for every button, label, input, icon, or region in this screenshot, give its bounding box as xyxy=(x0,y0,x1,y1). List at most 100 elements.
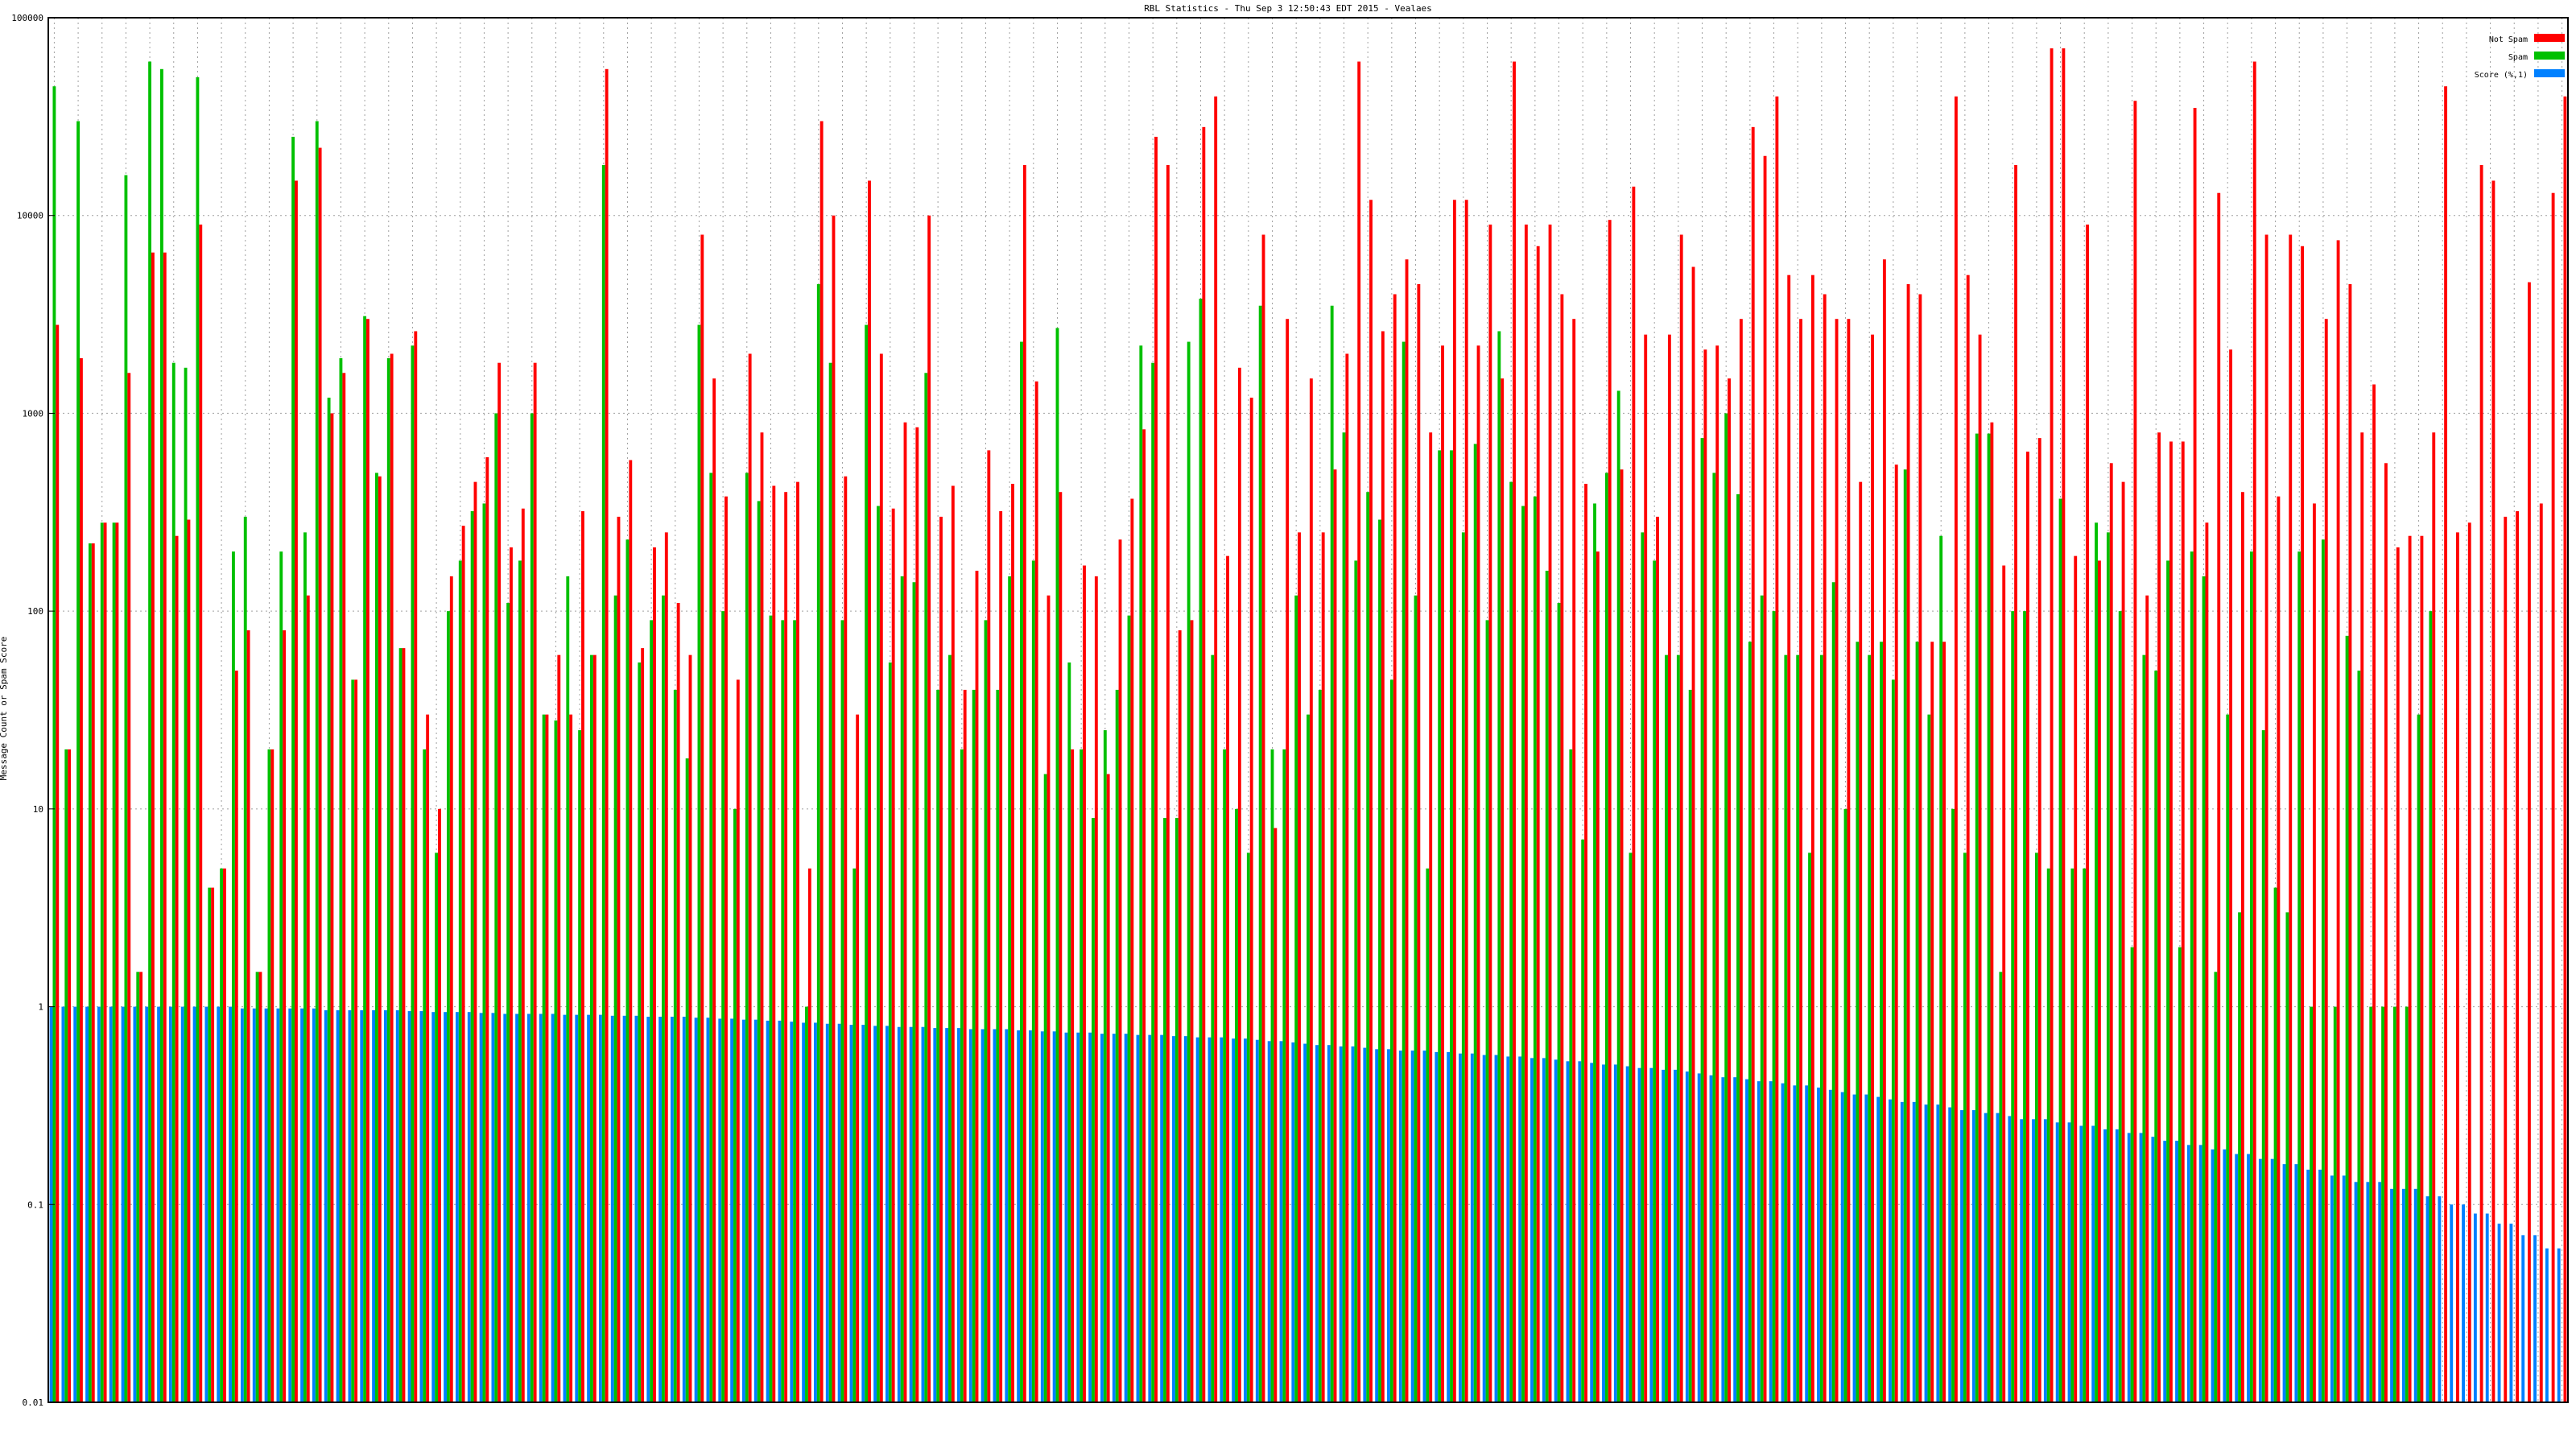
bar-spam xyxy=(1235,808,1238,1402)
bar-score-1 xyxy=(2198,1145,2202,1402)
bar-not-spam xyxy=(2312,503,2316,1403)
bar-spam xyxy=(303,532,307,1403)
bar-not-spam xyxy=(306,595,310,1402)
bar-not-spam xyxy=(2133,101,2137,1402)
bar-not-spam xyxy=(1381,331,1385,1403)
bar-spam xyxy=(1450,450,1453,1402)
bar-score-1 xyxy=(2258,1158,2262,1402)
y-axis-label: Message Count or Spam Score xyxy=(0,637,9,781)
bar-score-1 xyxy=(837,1023,841,1402)
bar-score-1 xyxy=(360,1009,364,1402)
bar-not-spam xyxy=(1106,774,1110,1402)
bar-score-1 xyxy=(1769,1081,1773,1402)
bar-spam xyxy=(2178,947,2182,1402)
bar-spam xyxy=(2118,611,2122,1402)
bar-not-spam xyxy=(2372,384,2376,1402)
bar-spam xyxy=(1473,444,1477,1402)
bar-score-1 xyxy=(1578,1061,1582,1402)
bar-score-1 xyxy=(921,1026,925,1402)
bar-not-spam xyxy=(700,234,704,1402)
bar-not-spam xyxy=(1739,319,1743,1402)
bar-spam xyxy=(411,345,415,1403)
bar-not-spam xyxy=(2467,522,2471,1402)
bar-not-spam xyxy=(1405,259,1409,1402)
bar-spam xyxy=(757,501,761,1402)
bar-spam xyxy=(494,413,498,1402)
bar-spam xyxy=(1856,642,1860,1402)
bar-spam xyxy=(1270,749,1274,1402)
bar-spam xyxy=(1055,328,1059,1403)
bar-spam xyxy=(2429,611,2433,1402)
bar-spam xyxy=(2310,1006,2313,1402)
bar-score-1 xyxy=(217,1006,221,1402)
bar-spam xyxy=(1008,576,1012,1402)
bar-not-spam xyxy=(246,630,250,1402)
legend-label: Spam xyxy=(2508,53,2528,62)
bar-not-spam xyxy=(449,576,453,1402)
bar-not-spam xyxy=(1942,642,1946,1402)
bar-not-spam xyxy=(557,654,561,1402)
bar-spam xyxy=(518,560,522,1403)
bar-score-1 xyxy=(1637,1067,1641,1402)
bar-not-spam xyxy=(1847,319,1851,1402)
bar-not-spam xyxy=(510,547,513,1402)
bar-spam xyxy=(1999,972,2003,1402)
bar-not-spam xyxy=(533,362,537,1402)
bar-score-1 xyxy=(599,1014,602,1402)
bar-not-spam xyxy=(856,714,860,1402)
bar-score-1 xyxy=(1017,1030,1021,1402)
bar-not-spam xyxy=(1298,532,1301,1403)
legend-swatch xyxy=(2534,52,2565,60)
bar-score-1 xyxy=(192,1006,196,1402)
bar-spam xyxy=(2249,551,2253,1402)
bar-spam xyxy=(2106,532,2110,1403)
bar-score-1 xyxy=(2413,1188,2417,1402)
bar-score-1 xyxy=(718,1018,722,1402)
bar-score-1 xyxy=(526,1013,530,1402)
bar-spam xyxy=(1426,868,1430,1402)
bar-score-1 xyxy=(539,1013,543,1402)
bar-spam xyxy=(1187,341,1191,1402)
bar-score-1 xyxy=(945,1028,949,1402)
bar-spam xyxy=(852,868,857,1402)
bar-spam xyxy=(1043,774,1047,1402)
bar-not-spam xyxy=(2396,547,2400,1402)
bar-spam xyxy=(2238,912,2241,1402)
bar-spam xyxy=(1843,808,1847,1402)
bar-not-spam xyxy=(1011,484,1014,1402)
bar-spam xyxy=(1258,305,1262,1402)
bar-score-1 xyxy=(1960,1110,1963,1402)
bar-not-spam xyxy=(354,679,358,1402)
bar-score-1 xyxy=(1088,1032,1092,1402)
bar-not-spam xyxy=(1237,367,1241,1403)
bar-not-spam xyxy=(1584,484,1587,1402)
bar-score-1 xyxy=(157,1006,160,1402)
bar-not-spam xyxy=(2181,441,2185,1402)
bar-not-spam xyxy=(1644,334,1648,1402)
bar-not-spam xyxy=(2444,86,2448,1402)
bar-spam xyxy=(828,362,832,1402)
bar-not-spam xyxy=(1083,565,1086,1402)
chart-title: RBL Statistics - Thu Sep 3 12:50:43 EDT … xyxy=(1144,3,1432,14)
bar-spam xyxy=(1831,582,1835,1402)
bar-spam xyxy=(590,654,593,1402)
bar-score-1 xyxy=(1112,1034,1116,1402)
bar-score-1 xyxy=(1100,1034,1104,1402)
bar-spam xyxy=(2321,539,2325,1402)
bar-score-1 xyxy=(312,1008,316,1402)
bar-spam xyxy=(506,602,510,1402)
bar-spam xyxy=(1318,689,1322,1402)
bar-spam xyxy=(1485,620,1489,1402)
bar-score-1 xyxy=(658,1017,663,1402)
bar-score-1 xyxy=(1255,1039,1259,1402)
bar-spam xyxy=(1294,595,1298,1402)
bar-not-spam xyxy=(1906,283,1910,1402)
bar-score-1 xyxy=(551,1013,555,1402)
bar-not-spam xyxy=(891,508,895,1402)
bar-spam xyxy=(912,582,916,1402)
bar-score-1 xyxy=(1220,1037,1224,1402)
bar-spam xyxy=(816,283,820,1402)
bar-not-spam xyxy=(283,630,287,1402)
bar-spam xyxy=(1569,749,1573,1402)
